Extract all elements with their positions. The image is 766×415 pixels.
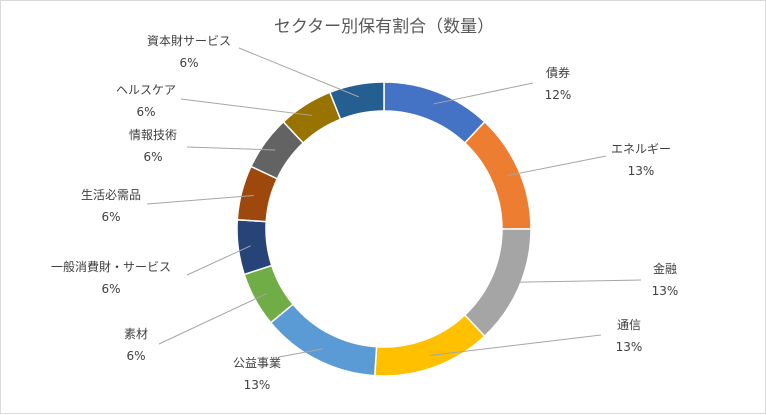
slice-3 bbox=[373, 313, 486, 377]
slice-10 bbox=[328, 81, 385, 121]
data-label-pct-8: 6% bbox=[143, 150, 162, 164]
leader-line-2 bbox=[507, 279, 642, 283]
chart-title: セクター別保有割合（数量） bbox=[274, 17, 494, 37]
data-labels-group: 債券 12% エネルギー 13% 金融 13% 通信 13% 公益事業 13% 素材 6% 一般消費財・… bbox=[51, 33, 678, 392]
leader-line-7 bbox=[146, 195, 254, 205]
data-label-name-5: 素材 bbox=[124, 327, 148, 341]
data-label-name-6: 一般消費財・サービス bbox=[51, 259, 171, 274]
data-label-pct-9: 6% bbox=[136, 105, 155, 119]
data-label-name-10: 資本財サービス bbox=[147, 33, 231, 48]
leader-line-0 bbox=[433, 82, 534, 105]
data-label-name-0: 債券 bbox=[546, 65, 570, 80]
data-label-name-7: 生活必需品 bbox=[81, 188, 141, 202]
leader-line-5 bbox=[158, 293, 267, 345]
data-label-pct-6: 6% bbox=[101, 282, 120, 296]
leader-line-8 bbox=[186, 146, 276, 151]
data-label-name-2: 金融 bbox=[653, 261, 677, 276]
data-label-pct-1: 13% bbox=[628, 164, 655, 178]
data-label-name-3: 通信 bbox=[617, 318, 641, 332]
leader-line-10 bbox=[238, 47, 359, 98]
leader-line-1 bbox=[507, 155, 607, 177]
data-label-pct-5: 6% bbox=[126, 349, 145, 363]
data-label-name-9: ヘルスケア bbox=[116, 83, 176, 97]
slice-4 bbox=[269, 303, 378, 377]
data-label-pct-0: 12% bbox=[545, 88, 572, 102]
leader-line-6 bbox=[186, 245, 251, 276]
data-label-name-8: 情報技術 bbox=[129, 128, 177, 142]
leader-lines-group bbox=[146, 47, 642, 358]
data-label-pct-2: 13% bbox=[652, 284, 679, 298]
leader-line-9 bbox=[180, 98, 312, 116]
leader-line-3 bbox=[429, 334, 602, 357]
data-label-name-1: エネルギー bbox=[611, 142, 671, 156]
slice-0 bbox=[383, 81, 486, 145]
data-label-pct-3: 13% bbox=[616, 340, 643, 354]
data-label-pct-7: 6% bbox=[101, 210, 120, 224]
data-label-pct-10: 6% bbox=[179, 56, 198, 70]
data-label-name-4: 公益事業 bbox=[233, 356, 281, 370]
data-label-pct-4: 13% bbox=[244, 378, 271, 392]
slice-1 bbox=[463, 120, 532, 230]
leader-line-4 bbox=[278, 348, 324, 358]
slices-group bbox=[236, 81, 532, 377]
slice-6 bbox=[236, 218, 273, 276]
